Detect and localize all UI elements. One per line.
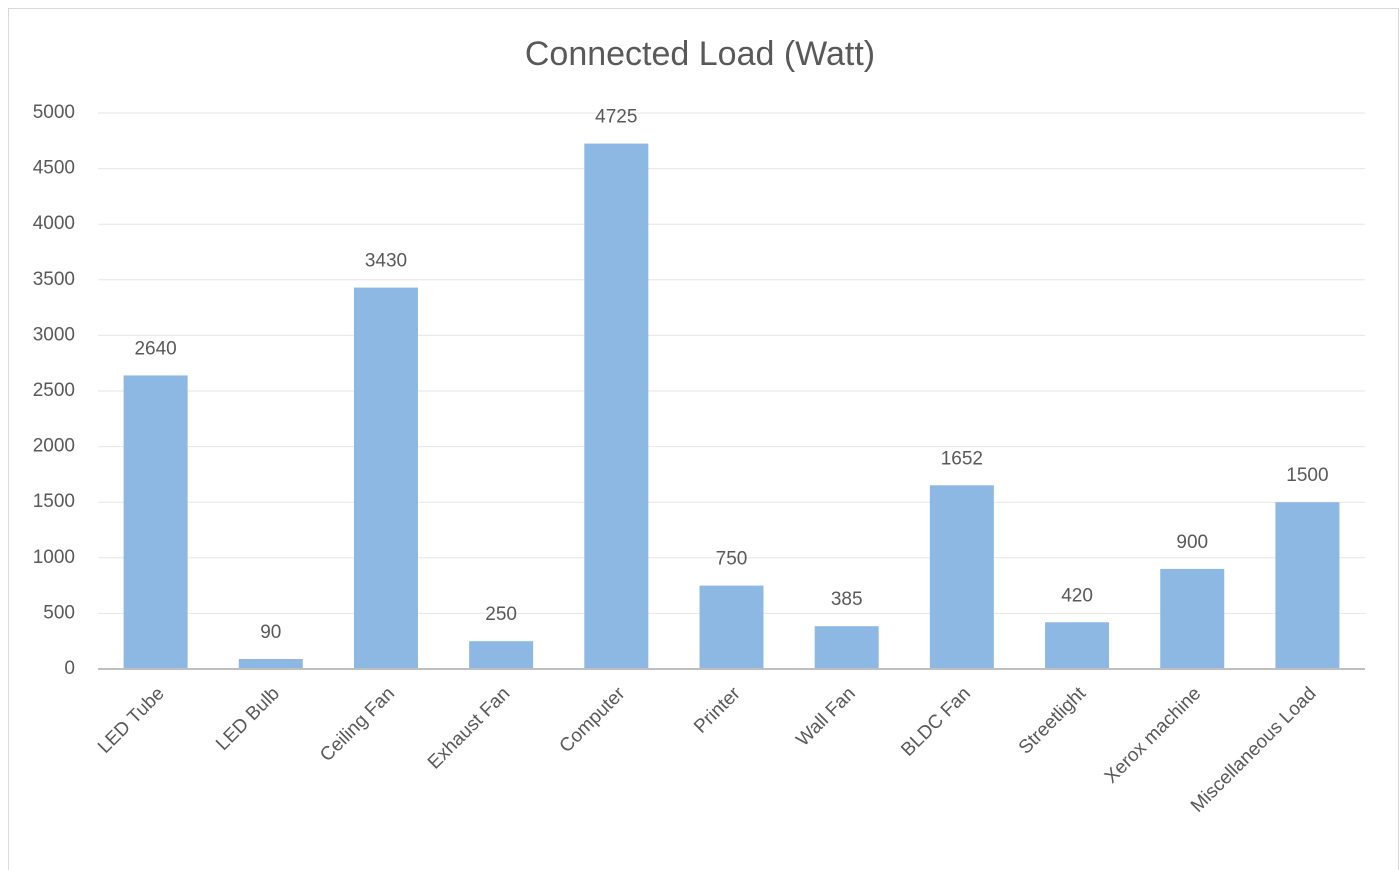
- data-label: 1652: [941, 448, 983, 469]
- y-tick-label: 2000: [33, 436, 75, 457]
- x-tick-label: LED Bulb: [212, 683, 284, 755]
- y-tick-label: 0: [64, 658, 75, 679]
- bar: [353, 287, 418, 669]
- x-tick-label: Wall Fan: [792, 683, 859, 750]
- data-label: 420: [1061, 585, 1093, 606]
- data-label: 3430: [365, 251, 407, 272]
- data-label: 1500: [1286, 465, 1328, 486]
- data-label: 250: [485, 604, 517, 625]
- bar: [699, 585, 764, 669]
- bar: [1045, 622, 1110, 669]
- y-tick-label: 1500: [33, 491, 75, 512]
- bar: [123, 375, 188, 669]
- data-label: 90: [260, 622, 281, 643]
- bar: [1160, 568, 1225, 669]
- data-label: 385: [831, 589, 863, 610]
- data-label: 900: [1176, 532, 1208, 553]
- y-tick-label: 3500: [33, 269, 75, 290]
- y-tick-label: 3000: [33, 324, 75, 345]
- x-tick-label: LED Tube: [94, 683, 169, 758]
- bar: [584, 143, 649, 669]
- bar: [929, 485, 994, 669]
- x-tick-label: Computer: [556, 683, 630, 757]
- data-label: 4725: [595, 107, 637, 128]
- x-tick-label: Printer: [690, 683, 745, 738]
- x-tick-label: Ceiling Fan: [316, 683, 399, 766]
- bar: [469, 641, 534, 669]
- bar: [238, 658, 303, 669]
- y-tick-label: 500: [43, 602, 75, 623]
- data-label: 750: [716, 549, 748, 570]
- chart-title: Connected Load (Watt): [525, 35, 875, 73]
- x-tick-label: Xerox machine: [1101, 683, 1205, 787]
- x-tick-label: BLDC Fan: [897, 683, 975, 761]
- y-tick-label: 1000: [33, 547, 75, 568]
- x-tick-label: Streetlight: [1015, 683, 1091, 759]
- chart-border: [8, 8, 1399, 870]
- bar: [814, 626, 879, 669]
- y-tick-label: 4500: [33, 158, 75, 179]
- x-tick-label: Exhaust Fan: [424, 683, 514, 773]
- bar: [1275, 502, 1340, 669]
- y-tick-label: 4000: [33, 213, 75, 234]
- data-label: 2640: [134, 338, 176, 359]
- y-tick-label: 5000: [33, 102, 75, 123]
- x-tick-label: Miscellaneous Load: [1187, 683, 1321, 817]
- y-tick-label: 2500: [33, 380, 75, 401]
